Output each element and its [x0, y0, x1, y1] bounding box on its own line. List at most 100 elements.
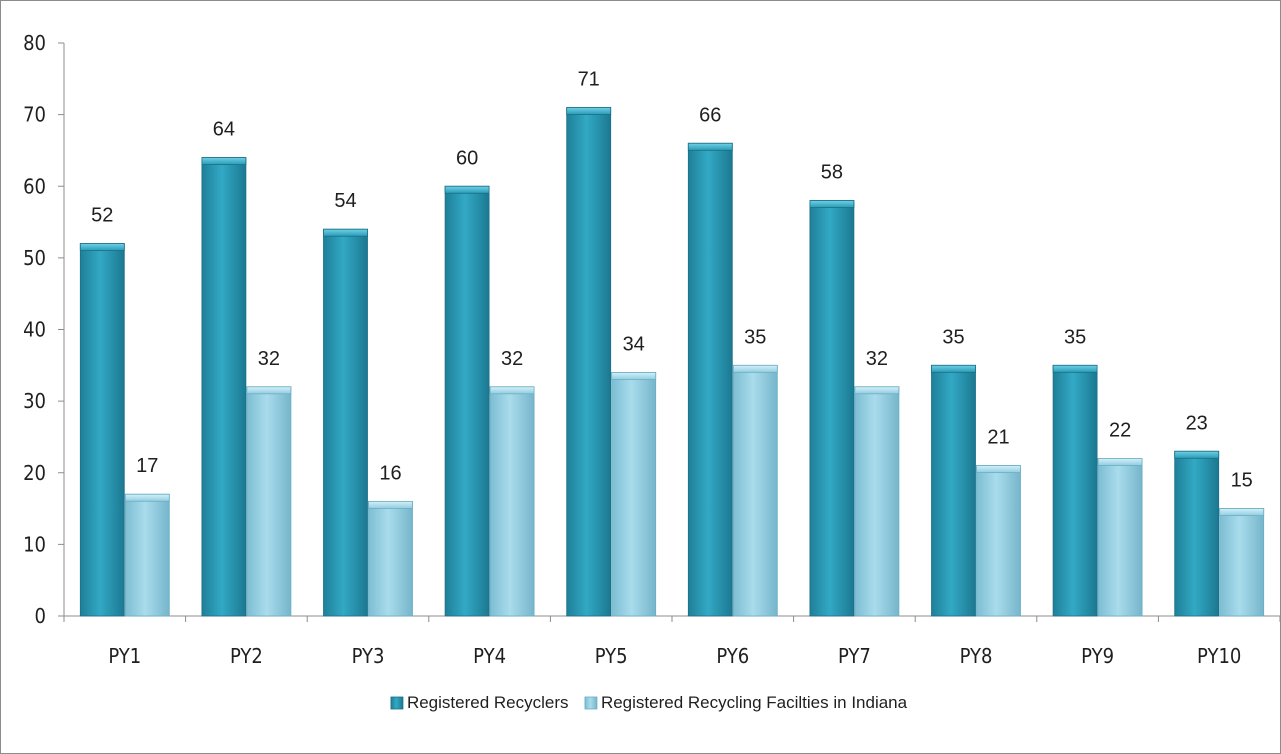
x-tick-label: PY8 — [960, 644, 993, 668]
legend: Registered Recyclers Registered Recycling… — [390, 693, 908, 712]
bar-cap — [809, 200, 855, 208]
data-label: 16 — [379, 462, 401, 484]
bar-recyclers — [1174, 450, 1220, 617]
bar-cap — [732, 364, 778, 373]
bar-body — [368, 500, 413, 617]
bar-facilities — [611, 372, 657, 617]
axes: 0 10 20 30 40 50 60 70 80 PY1 PY2 PY3 PY4 PY5 PY6 PY7 PY… — [23, 31, 1280, 668]
bar-body — [124, 493, 170, 617]
y-tick-label: 50 — [23, 246, 46, 270]
bar-recyclers — [201, 157, 247, 617]
bar-body — [931, 364, 976, 617]
data-label: 17 — [136, 455, 158, 477]
data-label: 22 — [1109, 419, 1131, 441]
bar-facilities — [1097, 458, 1143, 617]
bar-body — [809, 200, 855, 617]
bar-recyclers — [79, 243, 125, 617]
bar-cap — [1052, 364, 1098, 373]
bar-body — [976, 465, 1021, 617]
bar-body — [246, 386, 292, 617]
data-label: 23 — [1186, 412, 1208, 434]
bar-cap — [368, 500, 413, 509]
data-labels: 52 64 54 60 71 66 58 35 35 23 17 32 16 32 34 35 32 21 22 15 — [91, 68, 1253, 491]
bar-cap — [124, 493, 170, 502]
bar-body — [1219, 508, 1265, 617]
x-tick-label: PY6 — [716, 644, 749, 668]
data-label: 54 — [334, 190, 356, 212]
bar-recyclers — [1052, 364, 1098, 617]
bar-cap — [611, 372, 657, 380]
y-tick-label: 40 — [23, 318, 46, 342]
bar-facilities — [368, 500, 413, 617]
bar-recyclers — [444, 185, 490, 617]
bar-facilities — [246, 386, 292, 617]
x-tick-label: PY3 — [352, 644, 385, 668]
bar-cap — [201, 157, 247, 166]
bar-recyclers — [566, 107, 612, 617]
bar-cap — [931, 364, 976, 373]
legend-swatch — [390, 696, 404, 710]
bar-cap — [976, 465, 1021, 473]
x-tick-label: PY1 — [108, 644, 141, 668]
data-label: 15 — [1231, 470, 1253, 492]
bar-body — [79, 243, 125, 617]
bar-cap — [687, 142, 733, 151]
bar-body — [444, 185, 490, 617]
data-label: 35 — [1064, 326, 1086, 348]
bar-body — [611, 372, 657, 617]
legend-label: Registered Recycling Facilties in Indian… — [601, 693, 908, 712]
bar-cap — [489, 386, 535, 395]
bar-facilities — [124, 493, 170, 617]
data-label: 60 — [456, 147, 478, 169]
bar-cap — [79, 243, 125, 251]
data-label: 32 — [501, 348, 523, 370]
data-label: 58 — [821, 162, 843, 184]
bar-recyclers — [323, 228, 368, 617]
bar-cap — [444, 185, 490, 194]
bar-body — [1052, 364, 1098, 617]
y-tick-label: 70 — [23, 103, 46, 127]
bar-body — [1097, 458, 1143, 617]
bar-cap — [246, 386, 292, 395]
y-tick-label: 10 — [23, 532, 46, 556]
y-tick-label: 20 — [23, 461, 46, 485]
x-tick-label: PY7 — [838, 644, 871, 668]
data-label: 66 — [699, 104, 721, 126]
data-label: 34 — [623, 333, 645, 355]
bar-recyclers — [809, 200, 855, 617]
legend-label: Registered Recyclers — [407, 693, 569, 712]
y-tick-label: 30 — [23, 389, 46, 413]
bar-body — [323, 228, 368, 617]
bar-cap — [566, 107, 612, 115]
bar-body — [854, 386, 900, 617]
data-label: 35 — [942, 326, 964, 348]
x-tick-label: PY2 — [230, 644, 263, 668]
data-label: 71 — [578, 68, 600, 90]
x-tick-label: PY10 — [1197, 644, 1241, 668]
bar-cap — [854, 386, 900, 395]
legend-swatch — [584, 696, 598, 710]
bar-facilities — [1219, 508, 1265, 617]
legend-item: Registered Recycling Facilties in Indian… — [584, 693, 908, 712]
bar-facilities — [854, 386, 900, 617]
y-tick-label: 0 — [35, 604, 46, 628]
bar-cap — [323, 228, 368, 237]
data-label: 21 — [987, 427, 1009, 449]
bar-facilities — [732, 364, 778, 617]
data-label: 35 — [744, 326, 766, 348]
x-tick-label: PY9 — [1081, 644, 1114, 668]
y-tick-label: 80 — [23, 31, 46, 55]
data-label: 52 — [91, 205, 113, 227]
bar-recyclers — [931, 364, 976, 617]
x-tick-label: PY5 — [595, 644, 628, 668]
bar-body — [566, 107, 612, 617]
bar-body — [489, 386, 535, 617]
data-label: 64 — [213, 119, 235, 141]
bar-body — [732, 364, 778, 617]
data-label: 32 — [258, 348, 280, 370]
bar-body — [687, 142, 733, 617]
bar-body — [1174, 450, 1220, 617]
bar-cap — [1219, 508, 1265, 516]
